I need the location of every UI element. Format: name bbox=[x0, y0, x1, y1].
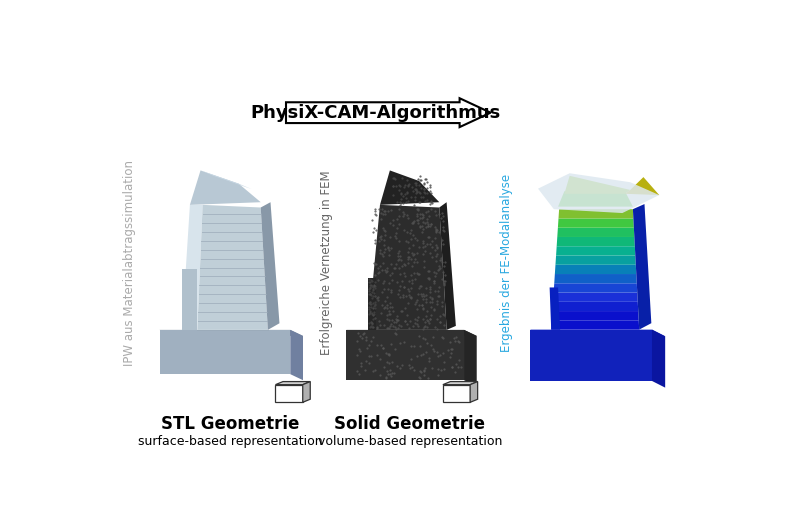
Polygon shape bbox=[368, 205, 446, 330]
Polygon shape bbox=[275, 381, 310, 384]
Polygon shape bbox=[551, 320, 639, 330]
Polygon shape bbox=[159, 330, 290, 374]
Polygon shape bbox=[182, 205, 202, 330]
Text: volume-based representation: volume-based representation bbox=[318, 435, 502, 448]
Polygon shape bbox=[159, 330, 303, 336]
Polygon shape bbox=[558, 191, 633, 207]
Polygon shape bbox=[290, 330, 303, 380]
Polygon shape bbox=[558, 228, 634, 237]
Text: Ergebnis der FE-Modalanalyse: Ergebnis der FE-Modalanalyse bbox=[499, 174, 513, 352]
Polygon shape bbox=[550, 288, 560, 330]
Polygon shape bbox=[555, 265, 636, 274]
Text: IPW aus Materialabtragssimulation: IPW aus Materialabtragssimulation bbox=[123, 160, 136, 366]
Text: surface-based representation: surface-based representation bbox=[138, 435, 322, 448]
Polygon shape bbox=[261, 202, 279, 330]
Text: Erfolgreiche Vernetzung in FEM: Erfolgreiche Vernetzung in FEM bbox=[320, 171, 333, 355]
Polygon shape bbox=[464, 330, 477, 386]
Polygon shape bbox=[556, 246, 635, 255]
Text: PhysiX-CAM-Algorithmus: PhysiX-CAM-Algorithmus bbox=[250, 104, 501, 122]
Polygon shape bbox=[443, 384, 470, 402]
Polygon shape bbox=[625, 177, 659, 195]
Polygon shape bbox=[555, 255, 636, 265]
Polygon shape bbox=[557, 237, 635, 246]
Polygon shape bbox=[380, 170, 439, 205]
Polygon shape bbox=[198, 205, 268, 330]
Polygon shape bbox=[182, 269, 198, 330]
Polygon shape bbox=[439, 202, 456, 330]
Polygon shape bbox=[552, 311, 638, 320]
Polygon shape bbox=[538, 173, 659, 213]
Polygon shape bbox=[530, 330, 652, 381]
Polygon shape bbox=[633, 204, 651, 330]
Polygon shape bbox=[558, 218, 634, 228]
Polygon shape bbox=[346, 330, 477, 336]
Polygon shape bbox=[470, 381, 478, 402]
Polygon shape bbox=[286, 98, 490, 127]
Polygon shape bbox=[302, 381, 310, 402]
Polygon shape bbox=[553, 293, 638, 302]
Polygon shape bbox=[368, 278, 376, 330]
Text: Solid Geometrie: Solid Geometrie bbox=[334, 415, 486, 432]
Polygon shape bbox=[554, 274, 637, 283]
Text: STL Geometrie: STL Geometrie bbox=[161, 415, 299, 432]
Polygon shape bbox=[564, 176, 630, 194]
Polygon shape bbox=[443, 381, 478, 384]
Polygon shape bbox=[652, 330, 665, 388]
Polygon shape bbox=[190, 170, 261, 205]
Polygon shape bbox=[553, 302, 638, 311]
Polygon shape bbox=[558, 209, 634, 218]
Polygon shape bbox=[530, 330, 665, 336]
Polygon shape bbox=[346, 330, 464, 380]
Polygon shape bbox=[275, 384, 302, 402]
Polygon shape bbox=[201, 170, 251, 189]
Polygon shape bbox=[554, 283, 638, 293]
